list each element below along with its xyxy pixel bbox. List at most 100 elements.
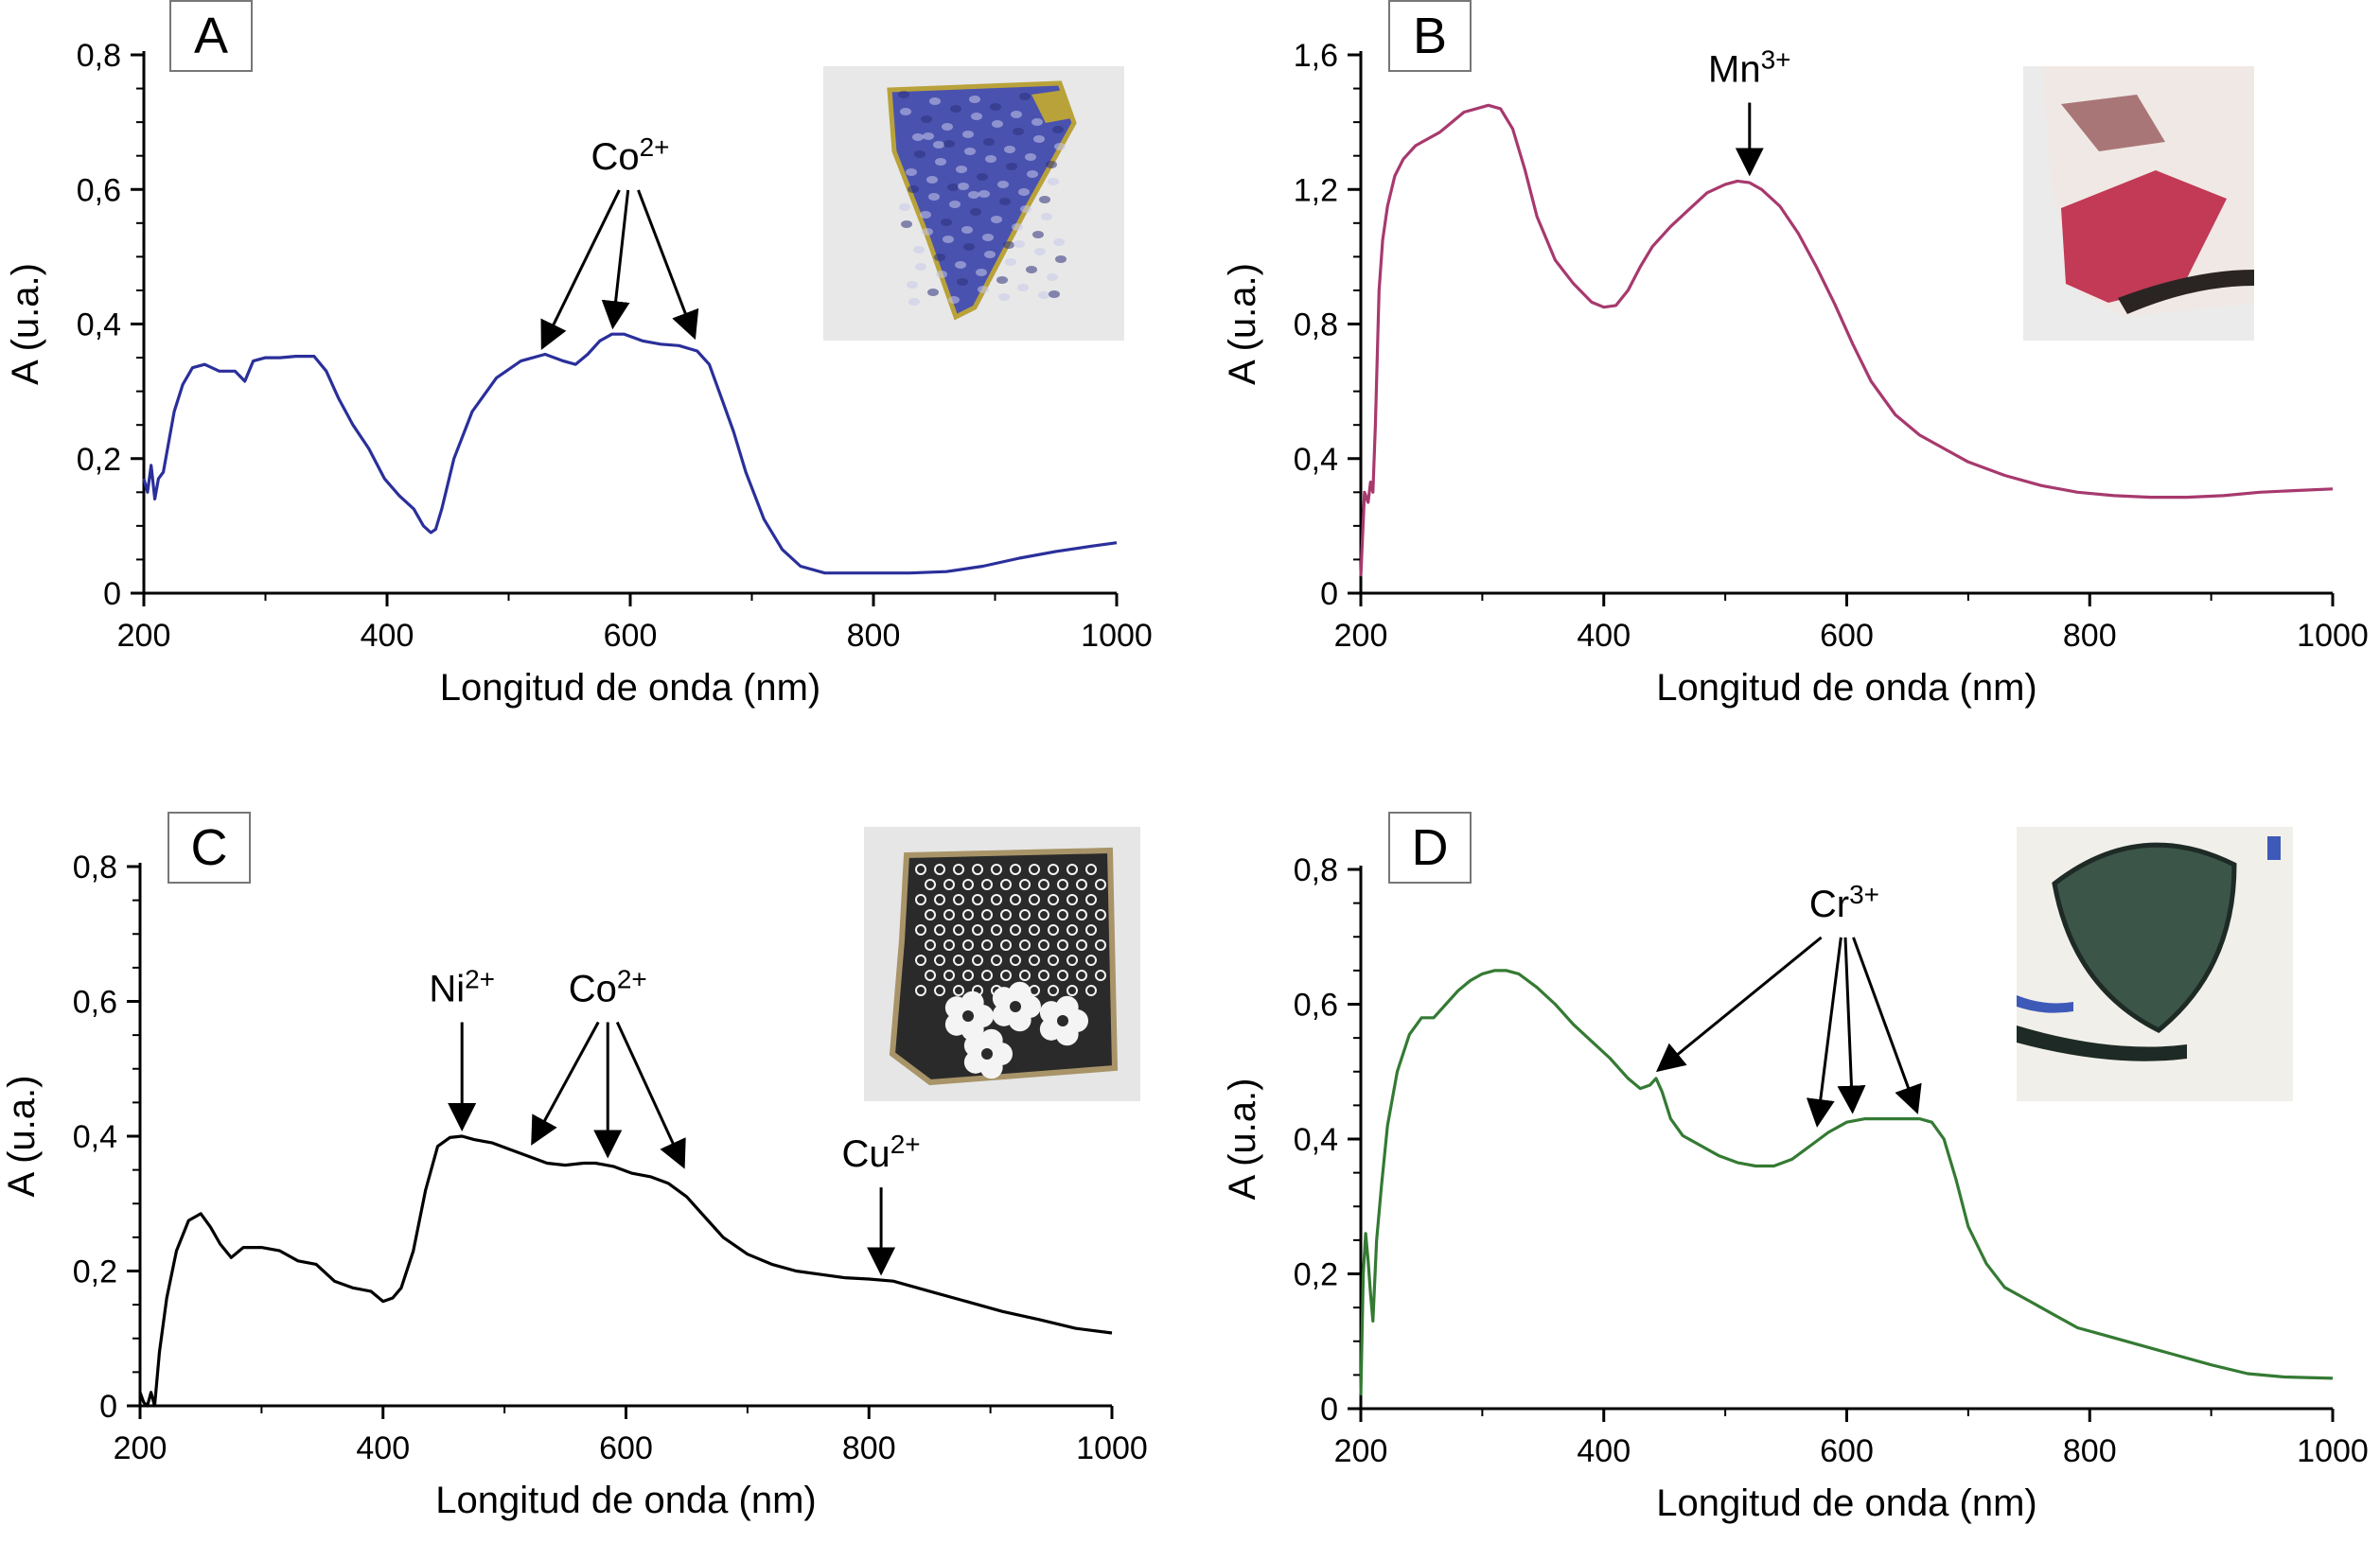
shard-net-pattern bbox=[1000, 879, 1012, 890]
shard-pattern-dot bbox=[970, 208, 981, 216]
y-tick-label: 0 bbox=[103, 576, 121, 612]
x-tick-label: 1000 bbox=[2297, 1433, 2369, 1469]
ion-annotation-label: Ni2+ bbox=[429, 965, 495, 1010]
shard-net-pattern bbox=[934, 924, 945, 936]
shard-pattern-dot bbox=[1032, 231, 1044, 238]
shard-red-glaze bbox=[2061, 170, 2227, 303]
panel-label-box bbox=[167, 812, 251, 884]
ion-annotation-label: Mn3+ bbox=[1708, 44, 1791, 90]
shard-pattern-dot bbox=[1053, 238, 1065, 246]
shard-pattern-dot bbox=[914, 150, 926, 158]
shard-net-pattern bbox=[1057, 970, 1068, 981]
ion-annotation-label: Cr3+ bbox=[1809, 880, 1879, 925]
y-axis-label: A (u.a.) bbox=[5, 263, 46, 385]
shard-pattern-dot bbox=[949, 201, 961, 208]
shard-pattern-dot bbox=[969, 96, 980, 103]
shard-pattern-dot bbox=[971, 113, 982, 120]
y-tick-label: 0 bbox=[1320, 1392, 1338, 1428]
ceramic-shard-photo-c bbox=[864, 827, 1140, 1101]
shard-pattern-dot bbox=[1039, 196, 1050, 203]
shard-pattern-dot bbox=[929, 97, 941, 105]
shard-pattern-dot bbox=[1031, 118, 1043, 126]
shard-pattern-dot bbox=[978, 190, 990, 198]
x-tick-label: 800 bbox=[842, 1430, 896, 1466]
shard-net-pattern bbox=[943, 970, 955, 981]
shard-flower-center bbox=[962, 1010, 974, 1022]
annotation-arrow bbox=[601, 189, 630, 330]
shard-pattern-dot bbox=[947, 184, 959, 191]
x-tick-label: 1000 bbox=[1081, 618, 1153, 654]
shard-net-pattern bbox=[991, 955, 1002, 966]
shard-blue-band bbox=[2017, 995, 2073, 1013]
shard-pattern-dot bbox=[901, 220, 912, 228]
shard-pattern-dot bbox=[964, 148, 976, 155]
y-tick-label: 0,8 bbox=[73, 850, 117, 885]
shard-pattern-dot bbox=[908, 298, 920, 306]
shard-net-pattern bbox=[981, 970, 993, 981]
annotation-arrow bbox=[1837, 937, 1866, 1114]
shard-net-pattern bbox=[915, 985, 926, 996]
shard-net-pattern bbox=[991, 864, 1002, 875]
shard-net-pattern bbox=[972, 894, 983, 905]
shard-pattern-dot bbox=[1049, 290, 1060, 298]
shard-pattern-dot bbox=[1055, 255, 1067, 263]
chart-b: 0 0,4 0,8 1,2 1,6 200 400 600 800 1000 Longitud de… bbox=[1222, 0, 2369, 709]
x-tick-label: 200 bbox=[1334, 618, 1388, 654]
shard-pattern-dot bbox=[1013, 128, 1024, 135]
shard-net-pattern bbox=[1067, 985, 1078, 996]
x-tick-label: 400 bbox=[1577, 1433, 1631, 1469]
shard-net-pattern bbox=[943, 939, 955, 951]
shard-pattern-dot bbox=[943, 140, 955, 148]
shard-dark-band bbox=[2017, 1026, 2187, 1061]
shard-green-leaf bbox=[2052, 842, 2237, 1033]
shard-pattern-dot bbox=[899, 203, 910, 211]
spectrum-line bbox=[142, 332, 1118, 575]
shard-pattern-dot bbox=[1046, 161, 1057, 168]
annotation-arrow bbox=[1806, 937, 1842, 1128]
shard-net-pattern bbox=[934, 894, 945, 905]
shard-pattern-dot bbox=[908, 185, 919, 193]
y-tick-label: 0,8 bbox=[77, 38, 121, 74]
shard-net-pattern bbox=[991, 924, 1002, 936]
y-axis-label: A (u.a.) bbox=[1222, 263, 1263, 385]
shard-pattern-dot bbox=[976, 269, 987, 276]
x-tick-label: 800 bbox=[2063, 618, 2117, 654]
ion-annotation-label: Co2+ bbox=[569, 965, 647, 1010]
shard-pattern-dot bbox=[1034, 248, 1046, 255]
x-axis-label: Longitud de onda (nm) bbox=[435, 1480, 817, 1521]
shard-pattern-dot bbox=[992, 120, 1003, 128]
shard-pattern-dot bbox=[948, 296, 960, 304]
chart-a: 0 0,2 0,4 0,6 0,8 200 400 600 800 1000 Longitud de… bbox=[5, 0, 1153, 709]
x-tick-label: 200 bbox=[114, 1430, 167, 1466]
ceramic-shard-photo-b bbox=[2023, 66, 2254, 341]
ion-annotation-label: Cu2+ bbox=[842, 1130, 921, 1175]
shard-pattern-dot bbox=[943, 236, 954, 243]
shard-net-pattern bbox=[1029, 955, 1040, 966]
shard-pattern-dot bbox=[997, 181, 1009, 188]
shard-net-pattern bbox=[1038, 909, 1049, 921]
shard-net-pattern bbox=[972, 864, 983, 875]
shard-pattern-dot bbox=[1027, 170, 1038, 178]
panel-label-box bbox=[1388, 0, 1472, 72]
shard-net-pattern bbox=[1029, 894, 1040, 905]
shard-pattern-dot bbox=[983, 138, 995, 146]
shard-net-pattern bbox=[1057, 909, 1068, 921]
shard-net-pattern bbox=[915, 864, 926, 875]
shard-blue-spot bbox=[2267, 836, 2281, 860]
shard-pattern-dot bbox=[1026, 266, 1037, 273]
ion-symbol: Cr bbox=[1809, 884, 1849, 925]
shard-gold-rim bbox=[1031, 90, 1071, 123]
shard-pattern-dot bbox=[998, 293, 1010, 301]
shard-pattern-dot bbox=[1025, 153, 1036, 161]
shard-pattern-dot bbox=[957, 278, 968, 286]
shard-net-pattern bbox=[1010, 894, 1021, 905]
ion-symbol: Co bbox=[591, 136, 639, 178]
shard-pattern-dot bbox=[1012, 223, 1023, 231]
shard-net-pattern bbox=[1000, 939, 1012, 951]
shard-pattern-dot bbox=[915, 263, 926, 271]
shard-pattern-dot bbox=[906, 168, 917, 176]
shard-net-pattern bbox=[981, 879, 993, 890]
shard-pattern-dot bbox=[926, 176, 938, 184]
shard-pattern-dot bbox=[923, 132, 934, 140]
panel-label: D bbox=[1412, 819, 1449, 876]
